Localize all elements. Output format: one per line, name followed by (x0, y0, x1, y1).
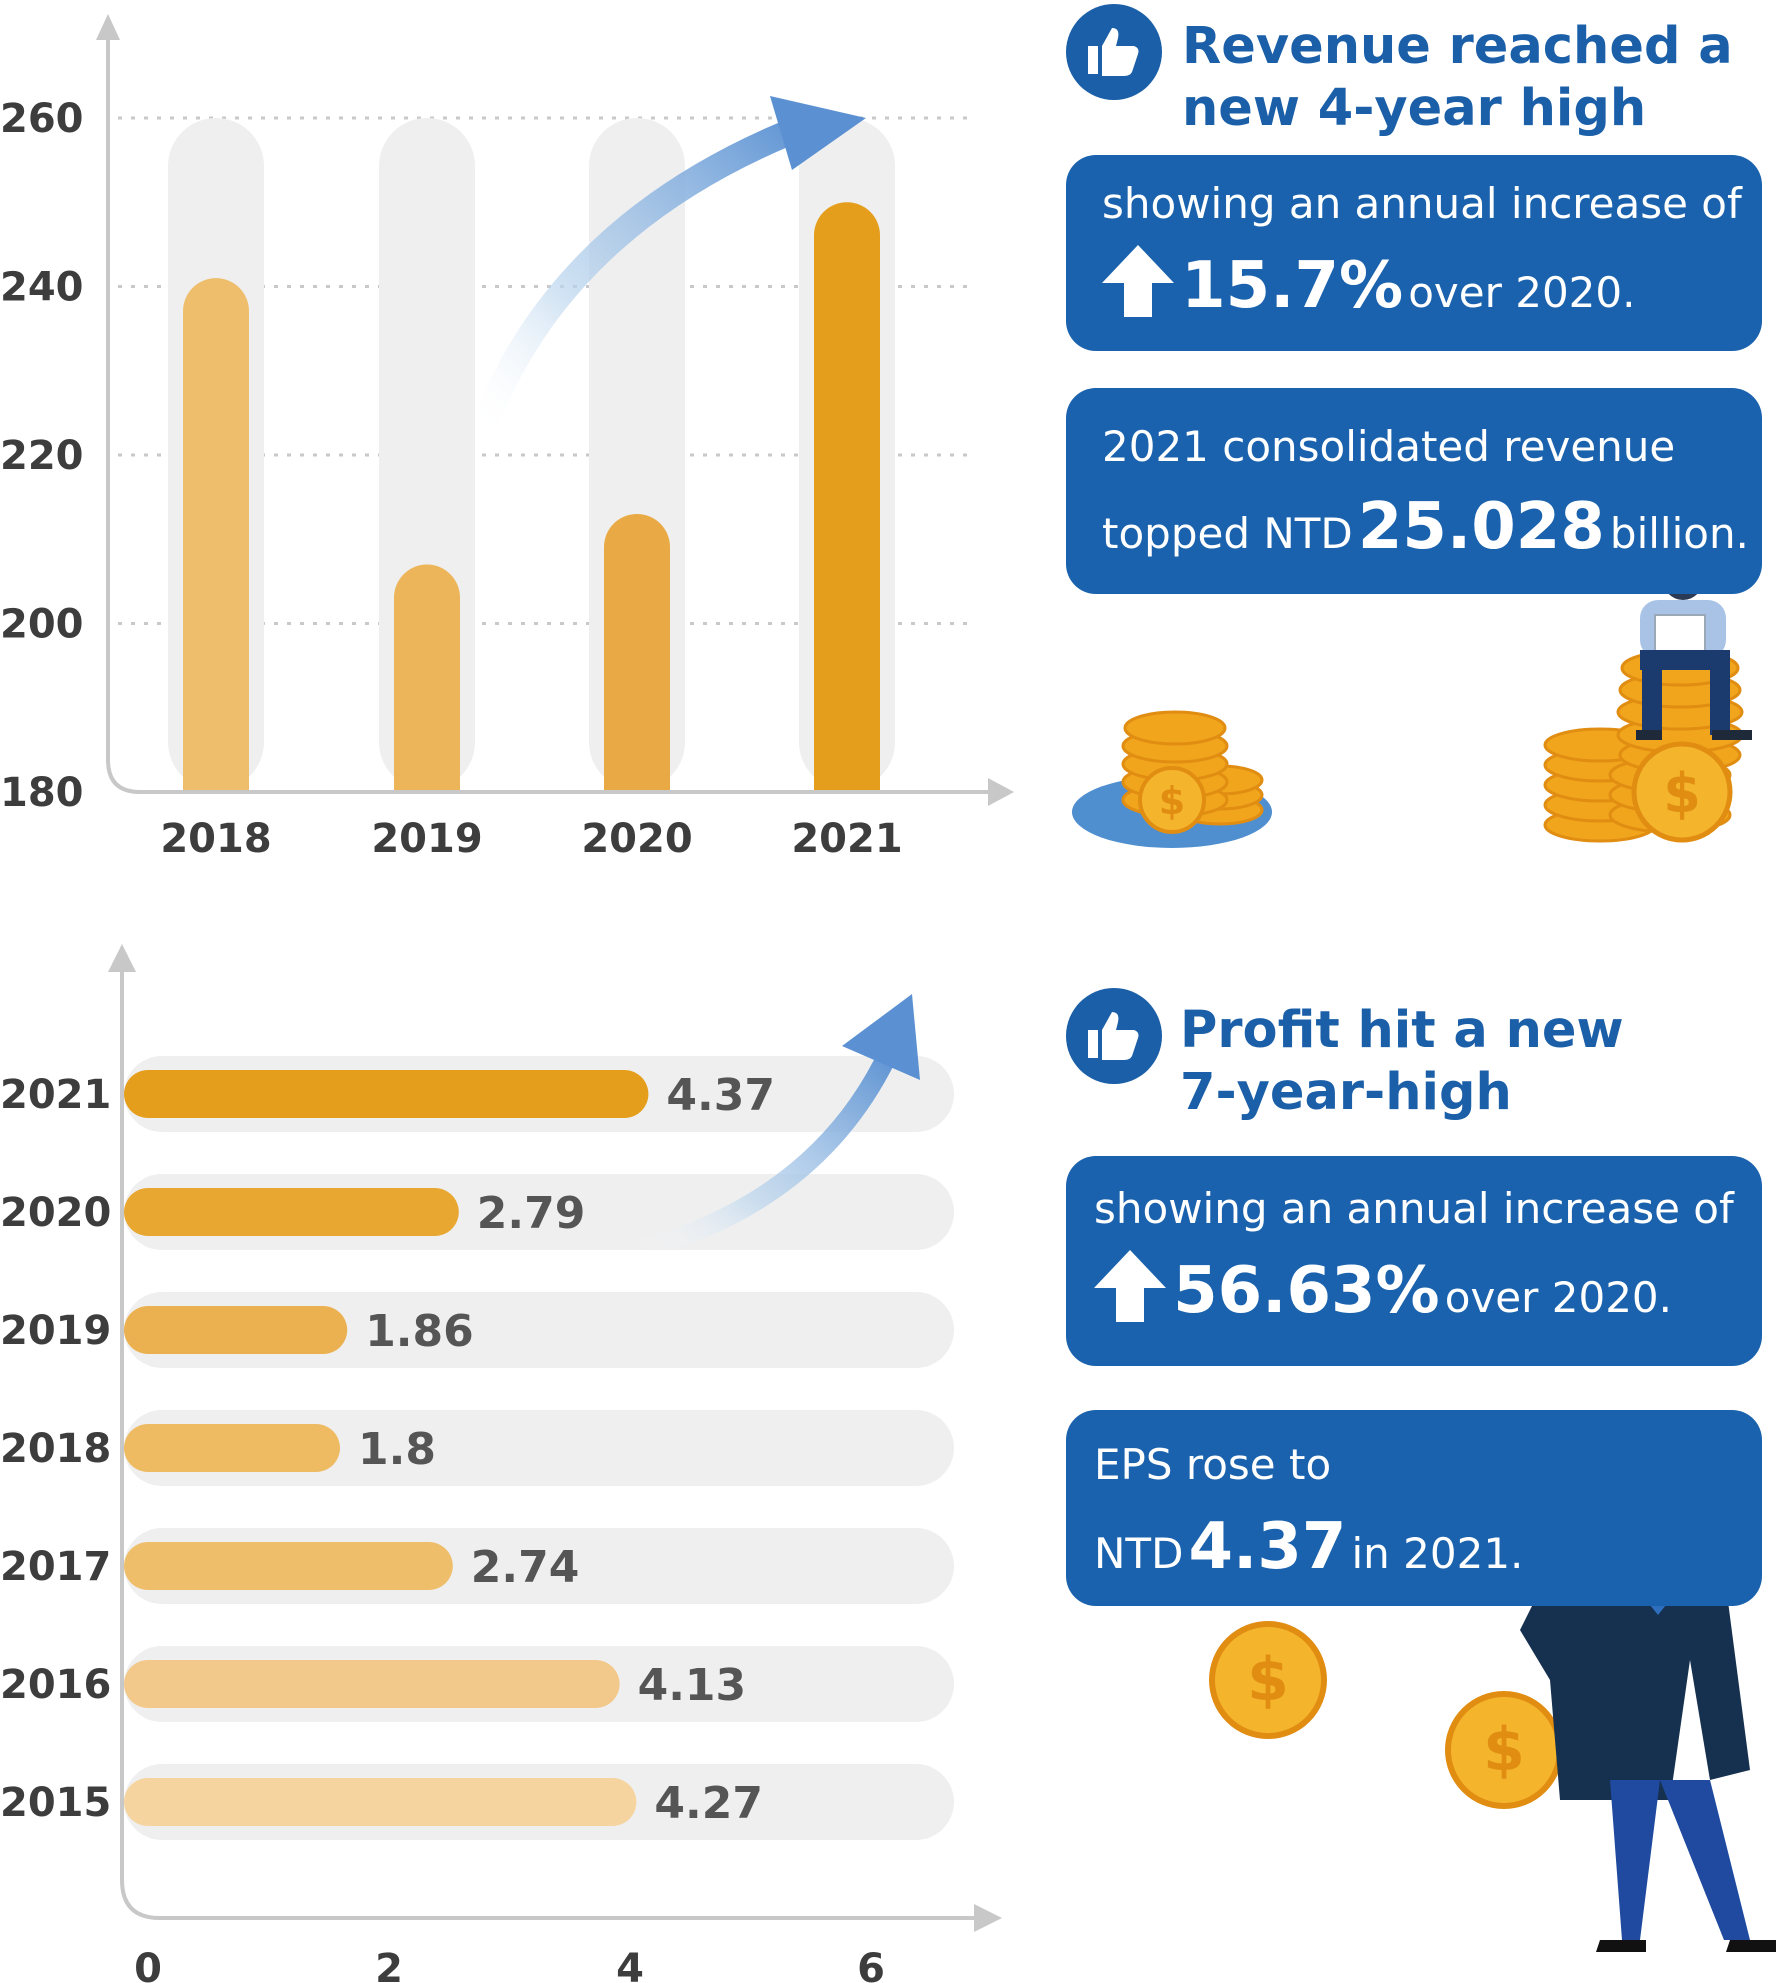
y-tick-label: 2021 (0, 1072, 111, 1118)
y-tick-label: 2019 (0, 1308, 111, 1354)
eps-bar-chart: 0 2 4 6 2021 4.37 2020 2.79 2019 1.86 2018 1.8 2017 2… (0, 944, 1002, 1983)
up-arrow-icon (1102, 245, 1174, 317)
coin-stack-small: $ (1072, 710, 1272, 848)
x-axis-arrowhead (988, 778, 1014, 806)
value-label: 4.13 (638, 1660, 747, 1711)
thumbs-up-badge (1066, 4, 1162, 100)
bar-2018 (183, 278, 249, 790)
bar-2021 (124, 1070, 649, 1118)
bar-2015 (124, 1778, 637, 1826)
svg-text:$: $ (1483, 1715, 1525, 1785)
x-tick-label: 2019 (371, 816, 482, 862)
svg-text:$: $ (1159, 779, 1185, 823)
y-axis-arrowhead (108, 944, 136, 972)
growth-arrow (630, 1040, 900, 1260)
eps-tail: in 2021. (1351, 1529, 1524, 1578)
bar-2016 (124, 1660, 620, 1708)
thumbs-up-icon (1088, 28, 1139, 76)
value-label: 1.86 (365, 1306, 474, 1357)
eps-prefix: NTD (1094, 1529, 1184, 1578)
profit-increase-text: showing an annual increase of (1094, 1184, 1734, 1233)
up-arrow-icon (1094, 1250, 1166, 1322)
thumbs-up-badge (1066, 988, 1162, 1084)
x-tick-label: 6 (857, 1946, 885, 1983)
x-tick-label: 2021 (791, 816, 902, 862)
profit-heading-line2: 7-year-high (1180, 1063, 1512, 1122)
bar-track (124, 1410, 954, 1486)
y-tick-label: 240 (0, 265, 84, 311)
value-label: 4.37 (666, 1070, 775, 1121)
revenue-heading: Revenue reached a new 4-year high (1182, 16, 1733, 140)
dollar-coin-icon (1209, 1621, 1327, 1739)
profit-heading: Profit hit a new 7-year-high (1180, 1000, 1624, 1124)
profit-increase-tail: over 2020. (1444, 1273, 1672, 1322)
revenue-total-tail: billion. (1609, 509, 1749, 558)
revenue-total-text: 2021 consolidated revenue (1102, 422, 1676, 471)
y-axis-arrowhead (96, 14, 120, 40)
revenue-total-value: 25.028 (1357, 490, 1605, 564)
value-label: 1.8 (358, 1424, 436, 1475)
svg-text:$: $ (1663, 762, 1701, 825)
revenue-total-prefix: topped NTD (1102, 509, 1353, 558)
y-axis-line (120, 970, 978, 1920)
y-tick-label: 200 (0, 602, 84, 648)
revenue-heading-line1: Revenue reached a (1182, 17, 1733, 76)
profit-increase-row: 56.63% over 2020. (1092, 1248, 1672, 1328)
profit-increase-value: 56.63% (1173, 1254, 1440, 1328)
x-tick-label: 4 (616, 1946, 644, 1983)
revenue-heading-line2: new 4-year high (1182, 79, 1647, 138)
x-tick-label: 0 (134, 1946, 162, 1983)
bar-2020 (124, 1188, 459, 1236)
value-label: 4.27 (654, 1778, 763, 1829)
growth-arrow (469, 111, 823, 445)
y-tick-label: 2017 (0, 1544, 111, 1590)
revenue-bar-chart: 180 200 220 240 260 2018 2019 2020 2021 (0, 14, 1014, 862)
revenue-increase-text: showing an annual increase of (1102, 179, 1742, 228)
eps-card: EPS rose to NTD 4.37 in 2021. (1066, 1410, 1762, 1606)
thumbs-up-icon (1088, 1012, 1139, 1060)
x-tick-label: 2 (375, 1946, 403, 1983)
y-tick-label: 2020 (0, 1190, 111, 1236)
x-axis-arrowhead (974, 1904, 1002, 1932)
revenue-increase-row: 15.7% over 2020. (1100, 243, 1635, 323)
bar-2018 (124, 1424, 340, 1472)
revenue-increase-value: 15.7% (1181, 249, 1404, 323)
revenue-increase-card: showing an annual increase of 15.7% over… (1066, 155, 1762, 351)
profit-increase-card: showing an annual increase of 56.63% ove… (1066, 1156, 1762, 1366)
coin-stack-large: $ (1543, 560, 1752, 843)
svg-text:$: $ (1247, 1645, 1289, 1715)
y-tick-label: 260 (0, 96, 84, 142)
value-label: 2.74 (471, 1542, 580, 1593)
eps-row: NTD 4.37 in 2021. (1094, 1510, 1523, 1584)
bar-2020 (604, 513, 670, 790)
dollar-coin-icon (1138, 766, 1206, 834)
revenue-total-row: topped NTD 25.028 billion. (1102, 490, 1749, 564)
eps-text: EPS rose to (1094, 1440, 1332, 1489)
y-tick-label: 2018 (0, 1426, 111, 1472)
y-tick-label: 220 (0, 433, 84, 479)
bar-2017 (124, 1542, 453, 1590)
x-tick-label: 2018 (160, 816, 271, 862)
growth-arrow-head (770, 96, 866, 170)
dollar-coin-icon (1631, 741, 1733, 843)
y-tick-label: 2016 (0, 1662, 111, 1708)
bar-2021 (814, 202, 880, 790)
eps-value: 4.37 (1188, 1510, 1347, 1584)
revenue-total-card: 2021 consolidated revenue topped NTD 25.… (1066, 388, 1762, 594)
growth-arrow-head (842, 994, 920, 1080)
y-tick-label: 180 (0, 770, 84, 816)
revenue-increase-tail: over 2020. (1408, 268, 1636, 317)
x-tick-label: 2020 (581, 816, 692, 862)
bar-2019 (394, 564, 460, 790)
value-label: 2.79 (477, 1188, 586, 1239)
bar-2019 (124, 1306, 348, 1354)
profit-heading-line1: Profit hit a new (1180, 1001, 1624, 1060)
y-tick-label: 2015 (0, 1780, 111, 1826)
y-axis-line (106, 30, 992, 794)
